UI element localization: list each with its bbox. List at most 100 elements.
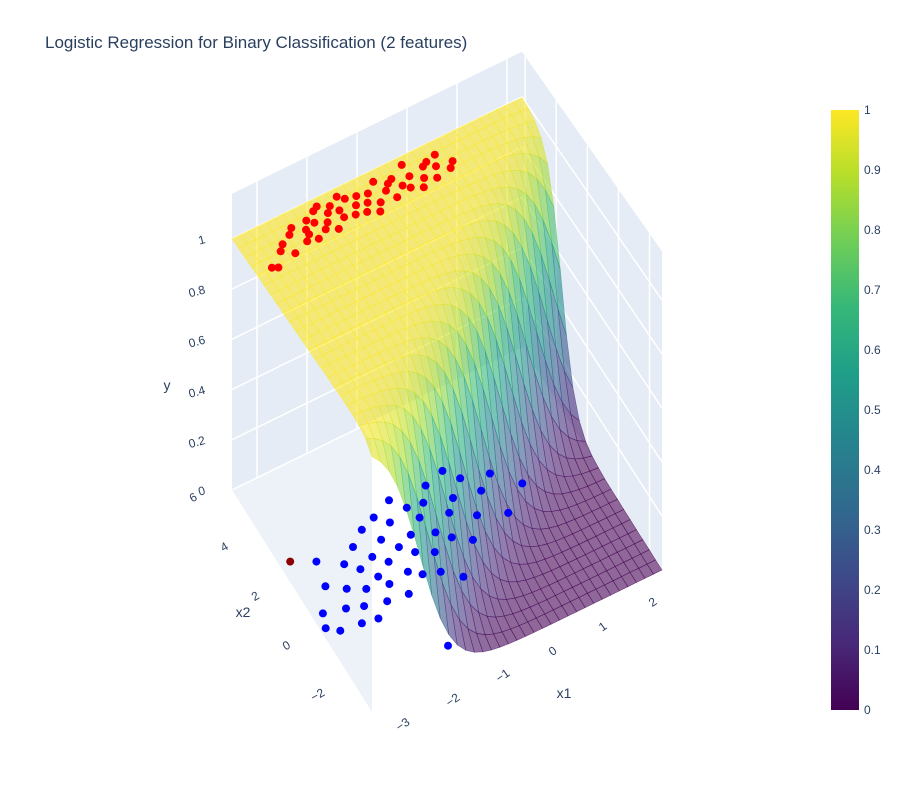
data-point: [285, 230, 294, 239]
data-point: [274, 263, 283, 272]
data-point: [376, 207, 385, 216]
data-point: [404, 589, 413, 598]
data-point: [310, 218, 319, 227]
colorbar-tick-label: 0: [864, 703, 871, 717]
data-point: [518, 479, 527, 488]
data-point: [314, 234, 323, 243]
data-point: [357, 619, 366, 628]
data-point: [267, 263, 276, 272]
data-point: [422, 157, 431, 166]
data-point: [312, 202, 321, 211]
data-point: [357, 525, 366, 534]
data-point: [287, 224, 296, 232]
data-point: [352, 192, 361, 201]
x1-tick-label: 0: [546, 643, 560, 658]
data-point: [352, 201, 360, 210]
data-point: [468, 535, 477, 544]
probability-surface: [231, 97, 663, 653]
data-point: [318, 609, 327, 618]
data-point: [432, 162, 440, 171]
colorbar-tick-label: 0.7: [864, 283, 881, 297]
z-tick-label: 0.6: [187, 333, 207, 351]
data-point: [312, 557, 321, 566]
data-point: [485, 469, 494, 478]
colorbar-tick-label: 0.8: [864, 223, 881, 237]
data-point: [369, 177, 378, 186]
colorbar-tick-label: 0.3: [864, 523, 881, 537]
data-point: [405, 172, 414, 181]
scatter-points: [267, 150, 527, 650]
colorbar-tick-label: 0.2: [864, 583, 881, 597]
data-point: [419, 498, 428, 507]
data-point: [321, 582, 330, 591]
data-point: [342, 604, 350, 613]
data-point: [363, 189, 372, 198]
z-axis-title: y: [164, 377, 171, 393]
data-point: [456, 474, 465, 483]
data-point: [302, 216, 311, 225]
data-point: [291, 249, 300, 258]
axis-titles: x1 x2 y: [164, 377, 572, 701]
data-point: [473, 511, 481, 520]
data-point: [336, 626, 345, 635]
data-point: [421, 481, 430, 490]
colorbar-tick-label: 0.9: [864, 163, 881, 177]
colorbar-tick-label: 0.1: [864, 643, 881, 657]
data-point: [449, 494, 457, 502]
colorbar-gradient: [831, 110, 859, 710]
data-point: [369, 513, 378, 522]
surface-patch: [646, 559, 663, 575]
data-point: [376, 198, 385, 207]
data-point: [349, 543, 357, 551]
x1-tick-label: −3: [393, 715, 413, 735]
x2-axis-title: x2: [236, 604, 251, 620]
data-point: [286, 557, 295, 566]
data-point: [415, 513, 424, 522]
data-point: [303, 237, 312, 246]
data-point: [351, 210, 360, 219]
data-point: [276, 247, 285, 256]
data-point: [419, 183, 428, 192]
data-point: [384, 557, 393, 566]
data-point: [444, 641, 452, 650]
data-point: [302, 225, 310, 234]
colorbar-tick-label: 0.5: [864, 403, 881, 417]
z-tick-label: 1: [197, 232, 207, 247]
data-point: [325, 202, 334, 211]
z-tick-label: 0.4: [187, 383, 207, 401]
data-point: [418, 570, 427, 579]
data-point: [403, 567, 412, 576]
colorbar-tick-label: 0.4: [864, 463, 881, 477]
data-point: [374, 572, 383, 581]
data-point: [278, 240, 287, 249]
data-point: [383, 597, 392, 606]
data-point: [459, 572, 468, 581]
back-wall-x1: [522, 51, 662, 570]
x2-tick-label: 4: [218, 539, 231, 555]
x1-tick-label: 1: [596, 619, 610, 634]
data-point: [382, 186, 390, 195]
x1-tick-label: −1: [493, 666, 513, 686]
data-point: [363, 198, 372, 207]
data-point: [406, 530, 415, 539]
data-point: [411, 548, 420, 557]
data-point: [406, 183, 415, 192]
data-point: [383, 179, 392, 188]
data-point: [431, 528, 440, 537]
data-point: [340, 213, 349, 222]
data-point: [477, 486, 486, 495]
data-point: [397, 160, 406, 169]
data-point: [430, 150, 439, 159]
data-point: [334, 224, 343, 233]
x2-tick-label: 0: [280, 638, 293, 654]
data-point: [321, 624, 330, 633]
data-point: [504, 508, 513, 517]
data-point: [323, 218, 332, 227]
data-point: [393, 193, 402, 202]
z-tick-label: 0: [197, 483, 207, 498]
data-point: [385, 518, 394, 527]
side-wall: [232, 238, 372, 712]
data-point: [360, 602, 369, 611]
x2-tick-label: 2: [249, 588, 262, 604]
